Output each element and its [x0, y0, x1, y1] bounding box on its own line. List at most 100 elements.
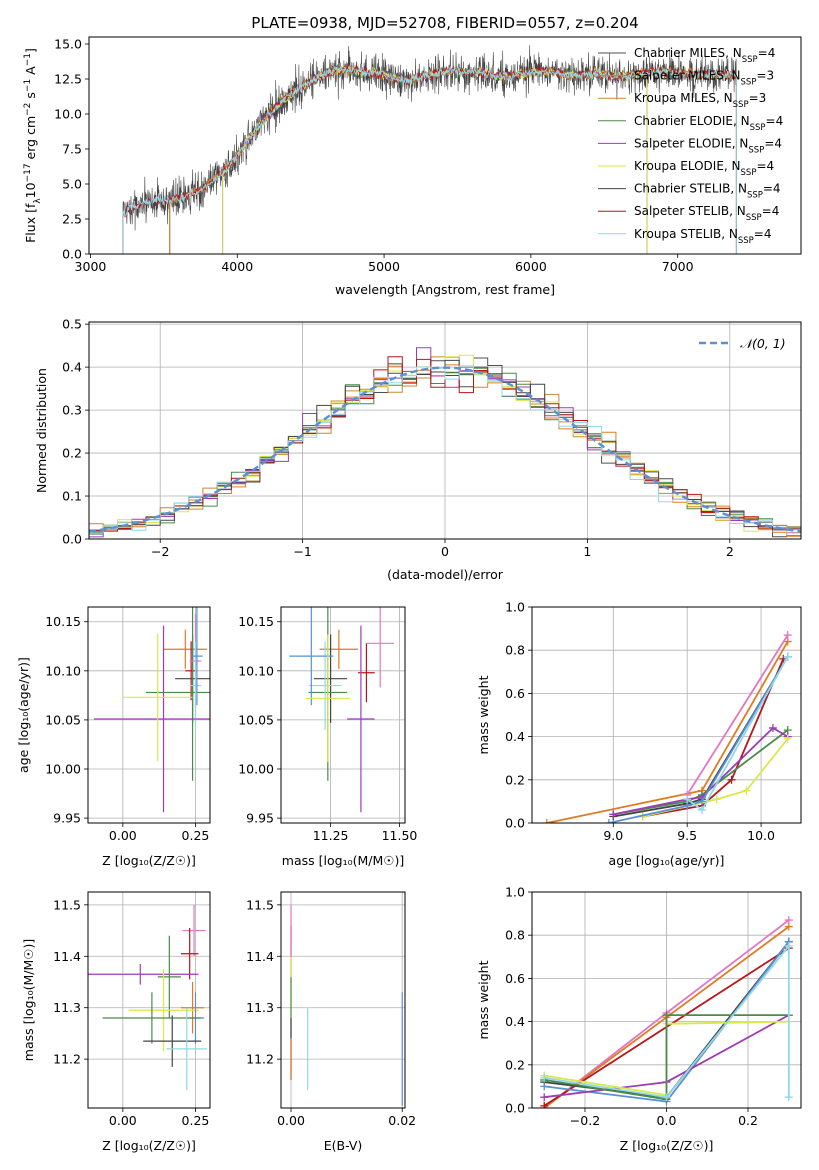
y-tick-label: 11.4: [246, 949, 274, 964]
weight-point-marker: [783, 734, 792, 743]
legend-sub: SSP: [747, 191, 763, 201]
weight-series-line: [686, 634, 789, 796]
legend-entry: Chabrier STELIB, NSSP=4: [634, 182, 781, 201]
legend-entry: Chabrier ELODIE, NSSP=4: [634, 114, 783, 133]
y-tick-label: 11.3: [246, 1000, 274, 1015]
y-tick-label: 0.2: [505, 772, 525, 787]
weight-series-line: [544, 943, 790, 1099]
panel-axes: [280, 891, 406, 1109]
legend-entry: Salpeter ELODIE, NSSP=4: [634, 136, 782, 155]
weight-point-marker: [712, 795, 721, 804]
weight-series-line: [544, 1014, 789, 1101]
weight-point-marker: [783, 631, 792, 640]
error-bars: [93, 607, 210, 813]
legend-suffix: =4: [758, 46, 776, 60]
legend-label: Salpeter MILES, N: [634, 69, 741, 83]
legend-entry: Chabrier MILES, NSSP=4: [634, 46, 775, 65]
y-tick-label: 0.5: [62, 317, 82, 332]
y-axis-label-part: −1: [23, 53, 33, 66]
y-axis-label-part: λ: [33, 198, 43, 204]
legend-label: Chabrier STELIB, N: [634, 182, 747, 196]
x-tick-label: 1: [583, 544, 591, 559]
legend-sub: SSP: [741, 168, 757, 178]
weight-point-marker: [540, 1093, 549, 1102]
error-bars: [88, 904, 208, 1090]
weight-series-line: [642, 658, 785, 818]
y-tick-label: 0.8: [505, 928, 525, 943]
legend-sub: SSP: [733, 100, 749, 110]
legend-label: Salpeter ELODIE, N: [634, 136, 748, 150]
y-axis-label-part: −17: [23, 163, 33, 182]
x-tick-label: 2: [726, 544, 734, 559]
y-tick-label: 0.3: [62, 403, 82, 418]
legend-label: Salpeter STELIB, N: [634, 204, 746, 218]
x-tick-label: 7000: [662, 259, 694, 274]
histograms: [89, 347, 801, 539]
y-axis-label-part: −1: [23, 79, 33, 92]
weight-point-marker: [697, 797, 706, 806]
panel-axes: [87, 606, 211, 824]
x-tick-label: 4000: [221, 259, 253, 274]
y-axis-label: age [log₁₀(age/yr)]: [16, 657, 31, 773]
y-tick-label: 10.0: [54, 107, 82, 122]
y-axis-label: Flux [fλ10−17 erg cm−2 s−1 A−1]: [23, 48, 43, 243]
x-tick-label: 11.50: [382, 828, 418, 843]
histogram-axes: [88, 321, 802, 540]
x-axis-label: E(B-V): [324, 1138, 363, 1153]
y-axis-label-part: −2: [23, 103, 33, 116]
y-tick-label: 12.5: [54, 72, 82, 87]
y-tick-label: 11.4: [53, 949, 81, 964]
y-tick-label: 1.0: [505, 885, 525, 900]
y-tick-label: 0.2: [505, 1057, 525, 1072]
x-axis-label: wavelength [Angstrom, rest frame]: [335, 282, 555, 297]
legend-label: Kroupa ELODIE, N: [634, 159, 741, 173]
legend-suffix: =4: [764, 136, 782, 150]
panel-axes: [280, 606, 406, 824]
spectrum-lines: [122, 45, 737, 254]
y-tick-label: 10.15: [238, 614, 274, 629]
y-tick-label: 2.5: [62, 212, 82, 227]
spectrum-series-line: [122, 65, 737, 254]
x-tick-label: −1: [293, 544, 311, 559]
y-tick-label: 11.2: [53, 1052, 81, 1067]
legend-label: Kroupa MILES, N: [634, 91, 733, 105]
panel-axes: [531, 891, 802, 1109]
x-tick-label: 9.5: [677, 828, 697, 843]
weight-point-marker: [609, 810, 618, 819]
x-tick-label: 5000: [368, 259, 400, 274]
x-tick-label: 0.00: [109, 828, 137, 843]
y-tick-label: 11.2: [246, 1052, 274, 1067]
y-tick-label: 0.0: [62, 247, 82, 262]
x-axis-label: Z [log₁₀(Z/Z☉)]: [102, 1138, 196, 1153]
weight-point-marker: [783, 652, 792, 661]
y-tick-label: 10.15: [45, 614, 81, 629]
chart-title: PLATE=0938, MJD=52708, FIBERID=0557, z=0…: [251, 14, 638, 32]
weight-point-marker: [784, 1093, 793, 1102]
weight-point-marker: [683, 795, 692, 804]
legend-suffix: =4: [762, 204, 780, 218]
x-axis-label: (data-model)/error: [387, 567, 504, 582]
x-tick-label: 0.25: [182, 828, 210, 843]
x-tick-label: 11.25: [313, 828, 349, 843]
legend-sub: SSP: [742, 55, 758, 65]
y-tick-label: 10.05: [238, 712, 274, 727]
weight-point-marker: [540, 1073, 549, 1082]
legend-suffix: =4: [754, 227, 772, 241]
histogram-step: [89, 365, 801, 539]
y-tick-label: 1.0: [505, 600, 525, 615]
weight-lines: [540, 916, 793, 1108]
weight-point-marker: [727, 775, 736, 784]
legend-suffix: =4: [766, 114, 784, 128]
spectrum-series-line: [122, 45, 737, 254]
y-tick-label: 9.95: [246, 811, 274, 826]
legend-suffix: =4: [756, 159, 774, 173]
legend-label: Chabrier MILES, N: [634, 46, 742, 60]
y-tick-label: 10.10: [238, 663, 274, 678]
legend-label: Kroupa STELIB, N: [634, 227, 738, 241]
y-tick-label: 10.05: [45, 712, 81, 727]
legend-entry: 𝒩(0, 1): [740, 336, 786, 351]
y-tick-label: 0.4: [505, 1014, 525, 1029]
y-axis-label: mass weight: [476, 960, 491, 1039]
legend-sub: SSP: [741, 78, 757, 88]
x-tick-label: 0: [441, 544, 449, 559]
